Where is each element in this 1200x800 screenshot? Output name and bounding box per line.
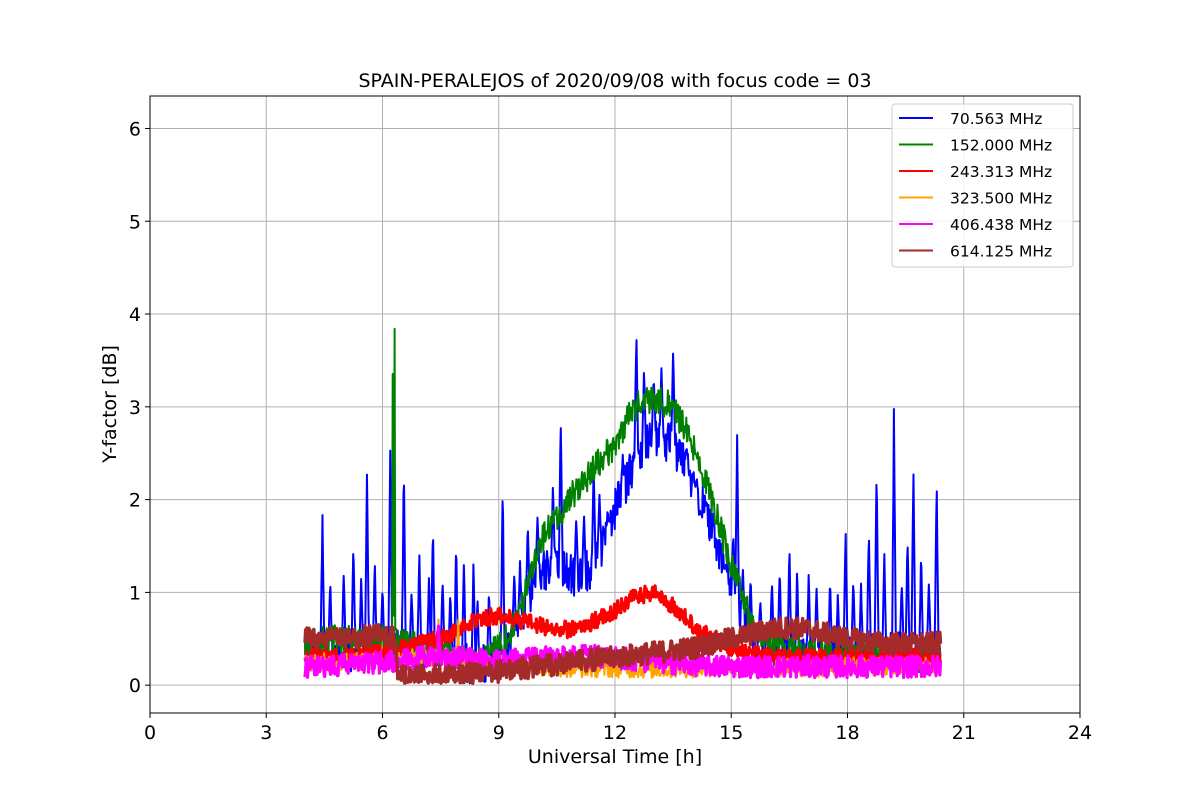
legend-label: 406.438 MHz bbox=[950, 216, 1052, 234]
x-tick-label: 9 bbox=[493, 722, 505, 744]
x-axis-label: Universal Time [h] bbox=[528, 746, 702, 768]
legend: 70.563 MHz 152.000 MHz 243.313 MHz 323.500 … bbox=[891, 103, 1074, 268]
x-tick-label: 0 bbox=[144, 722, 156, 744]
x-tick-label: 3 bbox=[260, 722, 272, 744]
y-tick-label: 6 bbox=[129, 118, 141, 140]
x-tick-label: 24 bbox=[1068, 722, 1092, 744]
y-tick-label: 2 bbox=[129, 490, 141, 512]
y-axis-label: Y-factor [dB] bbox=[99, 345, 121, 464]
x-tick-label: 15 bbox=[719, 722, 743, 744]
y-tick-label: 1 bbox=[129, 582, 141, 604]
legend-label: 614.125 MHz bbox=[950, 243, 1052, 261]
y-tick-label: 3 bbox=[129, 397, 141, 419]
x-tick-label: 18 bbox=[835, 722, 859, 744]
x-tick-label: 21 bbox=[952, 722, 976, 744]
legend-box bbox=[891, 103, 1074, 268]
x-tick-label: 6 bbox=[376, 722, 388, 744]
y-tick-label: 4 bbox=[129, 304, 141, 326]
y-tick-label: 0 bbox=[129, 675, 141, 697]
series-layer bbox=[303, 327, 943, 685]
legend-label: 70.563 MHz bbox=[950, 110, 1042, 128]
legend-label: 243.313 MHz bbox=[950, 163, 1052, 181]
y-tick-label: 5 bbox=[129, 211, 141, 233]
x-tick-label: 12 bbox=[603, 722, 627, 744]
chart-title: SPAIN-PERALEJOS of 2020/09/08 with focus… bbox=[358, 70, 871, 92]
series-line bbox=[303, 616, 943, 685]
legend-label: 323.500 MHz bbox=[950, 190, 1052, 208]
legend-label: 152.000 MHz bbox=[950, 137, 1052, 155]
